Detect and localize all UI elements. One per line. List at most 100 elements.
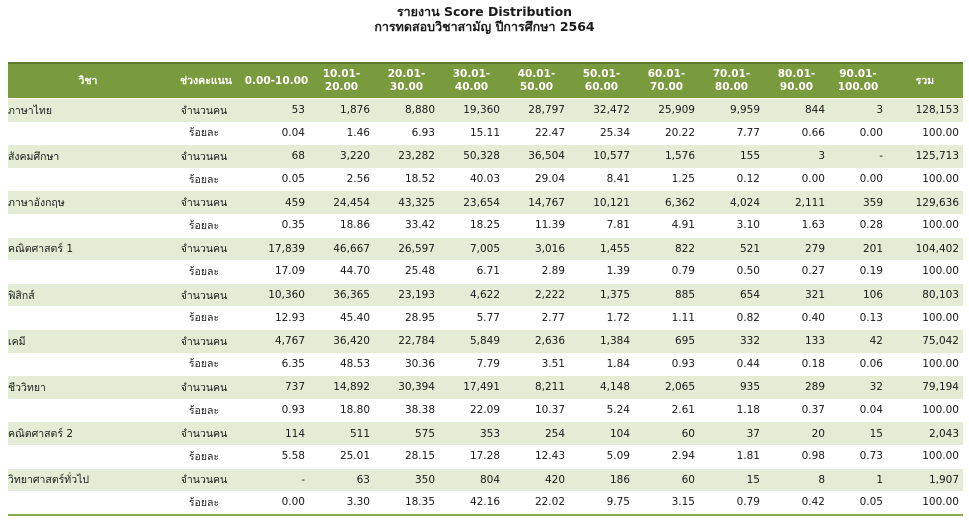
percent-cell: 5.77 xyxy=(476,311,500,324)
percent-cell: 0.00 xyxy=(801,173,825,186)
percent-cell: 6.71 xyxy=(476,265,500,278)
percent-cell: 8.41 xyxy=(606,173,630,186)
count-cell: 6,362 xyxy=(634,190,699,214)
count-cell: 23,193 xyxy=(374,282,439,307)
percent-cell: 0.18 xyxy=(801,357,825,370)
count-cell: 8 xyxy=(764,467,829,492)
percent-cell: 25.34 xyxy=(599,126,630,139)
percent-cell: 28.15 xyxy=(404,450,435,463)
header-range-type: ช่วงคะแนน xyxy=(168,62,244,99)
count-cell: 23,282 xyxy=(374,144,439,168)
count-cell: 60 xyxy=(634,421,699,445)
percent-label: ร้อยละ xyxy=(188,265,220,278)
percent-cell: 7.81 xyxy=(606,219,630,232)
count-cell: 42 xyxy=(829,328,887,353)
table-row-count: ชีววิทยา จำนวนคน 737 14,892 30,394 17,491 8,21… xyxy=(8,375,963,399)
empty-subject-cell xyxy=(8,214,168,237)
percent-cell: 29.04 xyxy=(534,173,565,186)
empty-subject-cell xyxy=(8,353,168,376)
count-cell: 114 xyxy=(244,421,309,445)
count-cell: 50,328 xyxy=(439,144,504,168)
count-cell: 186 xyxy=(569,467,634,492)
percent-cell: 0.05 xyxy=(281,173,305,186)
count-cell: 935 xyxy=(699,375,764,399)
count-cell: 155 xyxy=(699,144,764,168)
table-row-count: ภาษาอังกฤษ จำนวนคน 459 24,454 43,325 23,654 14… xyxy=(8,190,963,214)
percent-cell: 4.91 xyxy=(671,219,695,232)
header-range: 90.01-100.00 xyxy=(829,62,887,99)
header-range: 20.01-30.00 xyxy=(374,62,439,99)
count-cell: 321 xyxy=(764,282,829,307)
percent-cell: 0.50 xyxy=(736,265,760,278)
percent-cell: 28.95 xyxy=(404,311,435,324)
header-range: 10.01-20.00 xyxy=(309,62,374,99)
subject-name: ฟิสิกส์ xyxy=(8,282,168,307)
count-cell: 4,148 xyxy=(569,375,634,399)
percent-cell: 22.02 xyxy=(504,491,569,516)
percent-label: ร้อยละ xyxy=(188,450,220,463)
percent-cell: 6.93 xyxy=(411,126,435,139)
percent-cell: 0.13 xyxy=(859,311,883,324)
count-cell: 353 xyxy=(439,421,504,445)
count-cell: 332 xyxy=(699,328,764,353)
percent-label: ร้อยละ xyxy=(188,358,220,371)
percent-cell: 2.94 xyxy=(671,450,695,463)
count-total-cell: 129,636 xyxy=(887,190,963,214)
percent-cell: 0.37 xyxy=(801,404,825,417)
percent-cell: 0.79 xyxy=(699,491,764,516)
percent-cell: 18.86 xyxy=(339,219,370,232)
percent-cell: 3.10 xyxy=(736,219,760,232)
count-cell: 885 xyxy=(634,282,699,307)
percent-cell: 42.16 xyxy=(439,491,504,516)
count-cell: 20 xyxy=(764,421,829,445)
table-row-count: ฟิสิกส์ จำนวนคน 10,360 36,365 23,193 4,622 2,2… xyxy=(8,282,963,307)
percent-cell: 38.38 xyxy=(404,404,435,417)
count-cell: 1,876 xyxy=(309,97,374,122)
percent-cell: 0.93 xyxy=(281,404,305,417)
header-range: 60.01-70.00 xyxy=(634,62,699,99)
percent-cell: 1.46 xyxy=(346,126,370,139)
header-range: 80.01-90.00 xyxy=(764,62,829,99)
percent-cell: 40.03 xyxy=(469,173,500,186)
count-cell: 22,784 xyxy=(374,328,439,353)
percent-total-cell: 100.00 xyxy=(922,173,959,186)
count-cell: 654 xyxy=(699,282,764,307)
percent-cell: 1.72 xyxy=(606,311,630,324)
count-cell: 289 xyxy=(764,375,829,399)
percent-cell: 0.00 xyxy=(859,126,883,139)
count-cell: 30,394 xyxy=(374,375,439,399)
table-header-row: วิชา ช่วงคะแนน 0.00-10.00 10.01-20.00 20.0… xyxy=(8,62,963,99)
header-range: 40.01-50.00 xyxy=(504,62,569,99)
percent-cell: 0.05 xyxy=(829,491,887,516)
subject-name: คณิตศาสตร์ 2 xyxy=(8,421,168,445)
header-total: รวม xyxy=(887,62,963,99)
count-cell: 17,839 xyxy=(244,236,309,261)
count-cell: 575 xyxy=(374,421,439,445)
percent-cell: 3.15 xyxy=(634,491,699,516)
table-row-percent: ร้อยละ 0.93 18.80 38.38 22.09 10.37 5.24 2.61 1.… xyxy=(8,399,963,422)
percent-cell: 10.37 xyxy=(534,404,565,417)
percent-cell: 33.42 xyxy=(404,219,435,232)
count-cell: 844 xyxy=(764,97,829,122)
count-total-cell: 79,194 xyxy=(887,375,963,399)
percent-cell: 0.73 xyxy=(859,450,883,463)
percent-total-cell: 100.00 xyxy=(922,219,959,232)
percent-cell: 18.25 xyxy=(469,219,500,232)
count-cell: 2,636 xyxy=(504,328,569,353)
table-row-percent: ร้อยละ 0.04 1.46 6.93 15.11 22.47 25.34 20.22 7.… xyxy=(8,122,963,145)
percent-cell: 6.35 xyxy=(281,357,305,370)
table-body: ภาษาไทย จำนวนคน 53 1,876 8,880 19,360 28,797 32… xyxy=(8,97,963,516)
percent-total-cell: 100.00 xyxy=(887,491,963,516)
percent-cell: 11.39 xyxy=(534,219,565,232)
count-cell: 3,220 xyxy=(309,144,374,168)
count-cell: 133 xyxy=(764,328,829,353)
count-total-cell: 1,907 xyxy=(887,467,963,492)
percent-cell: 1.39 xyxy=(606,265,630,278)
table-row-percent: ร้อยละ 5.58 25.01 28.15 17.28 12.43 5.09 2.94 1.… xyxy=(8,445,963,468)
count-label: จำนวนคน xyxy=(168,282,244,307)
count-cell: 459 xyxy=(244,190,309,214)
percent-cell: 18.52 xyxy=(404,173,435,186)
table-row-count: สังคมศึกษา จำนวนคน 68 3,220 23,282 50,328 36,5… xyxy=(8,144,963,168)
percent-cell: 2.89 xyxy=(541,265,565,278)
percent-cell: 0.04 xyxy=(281,126,305,139)
